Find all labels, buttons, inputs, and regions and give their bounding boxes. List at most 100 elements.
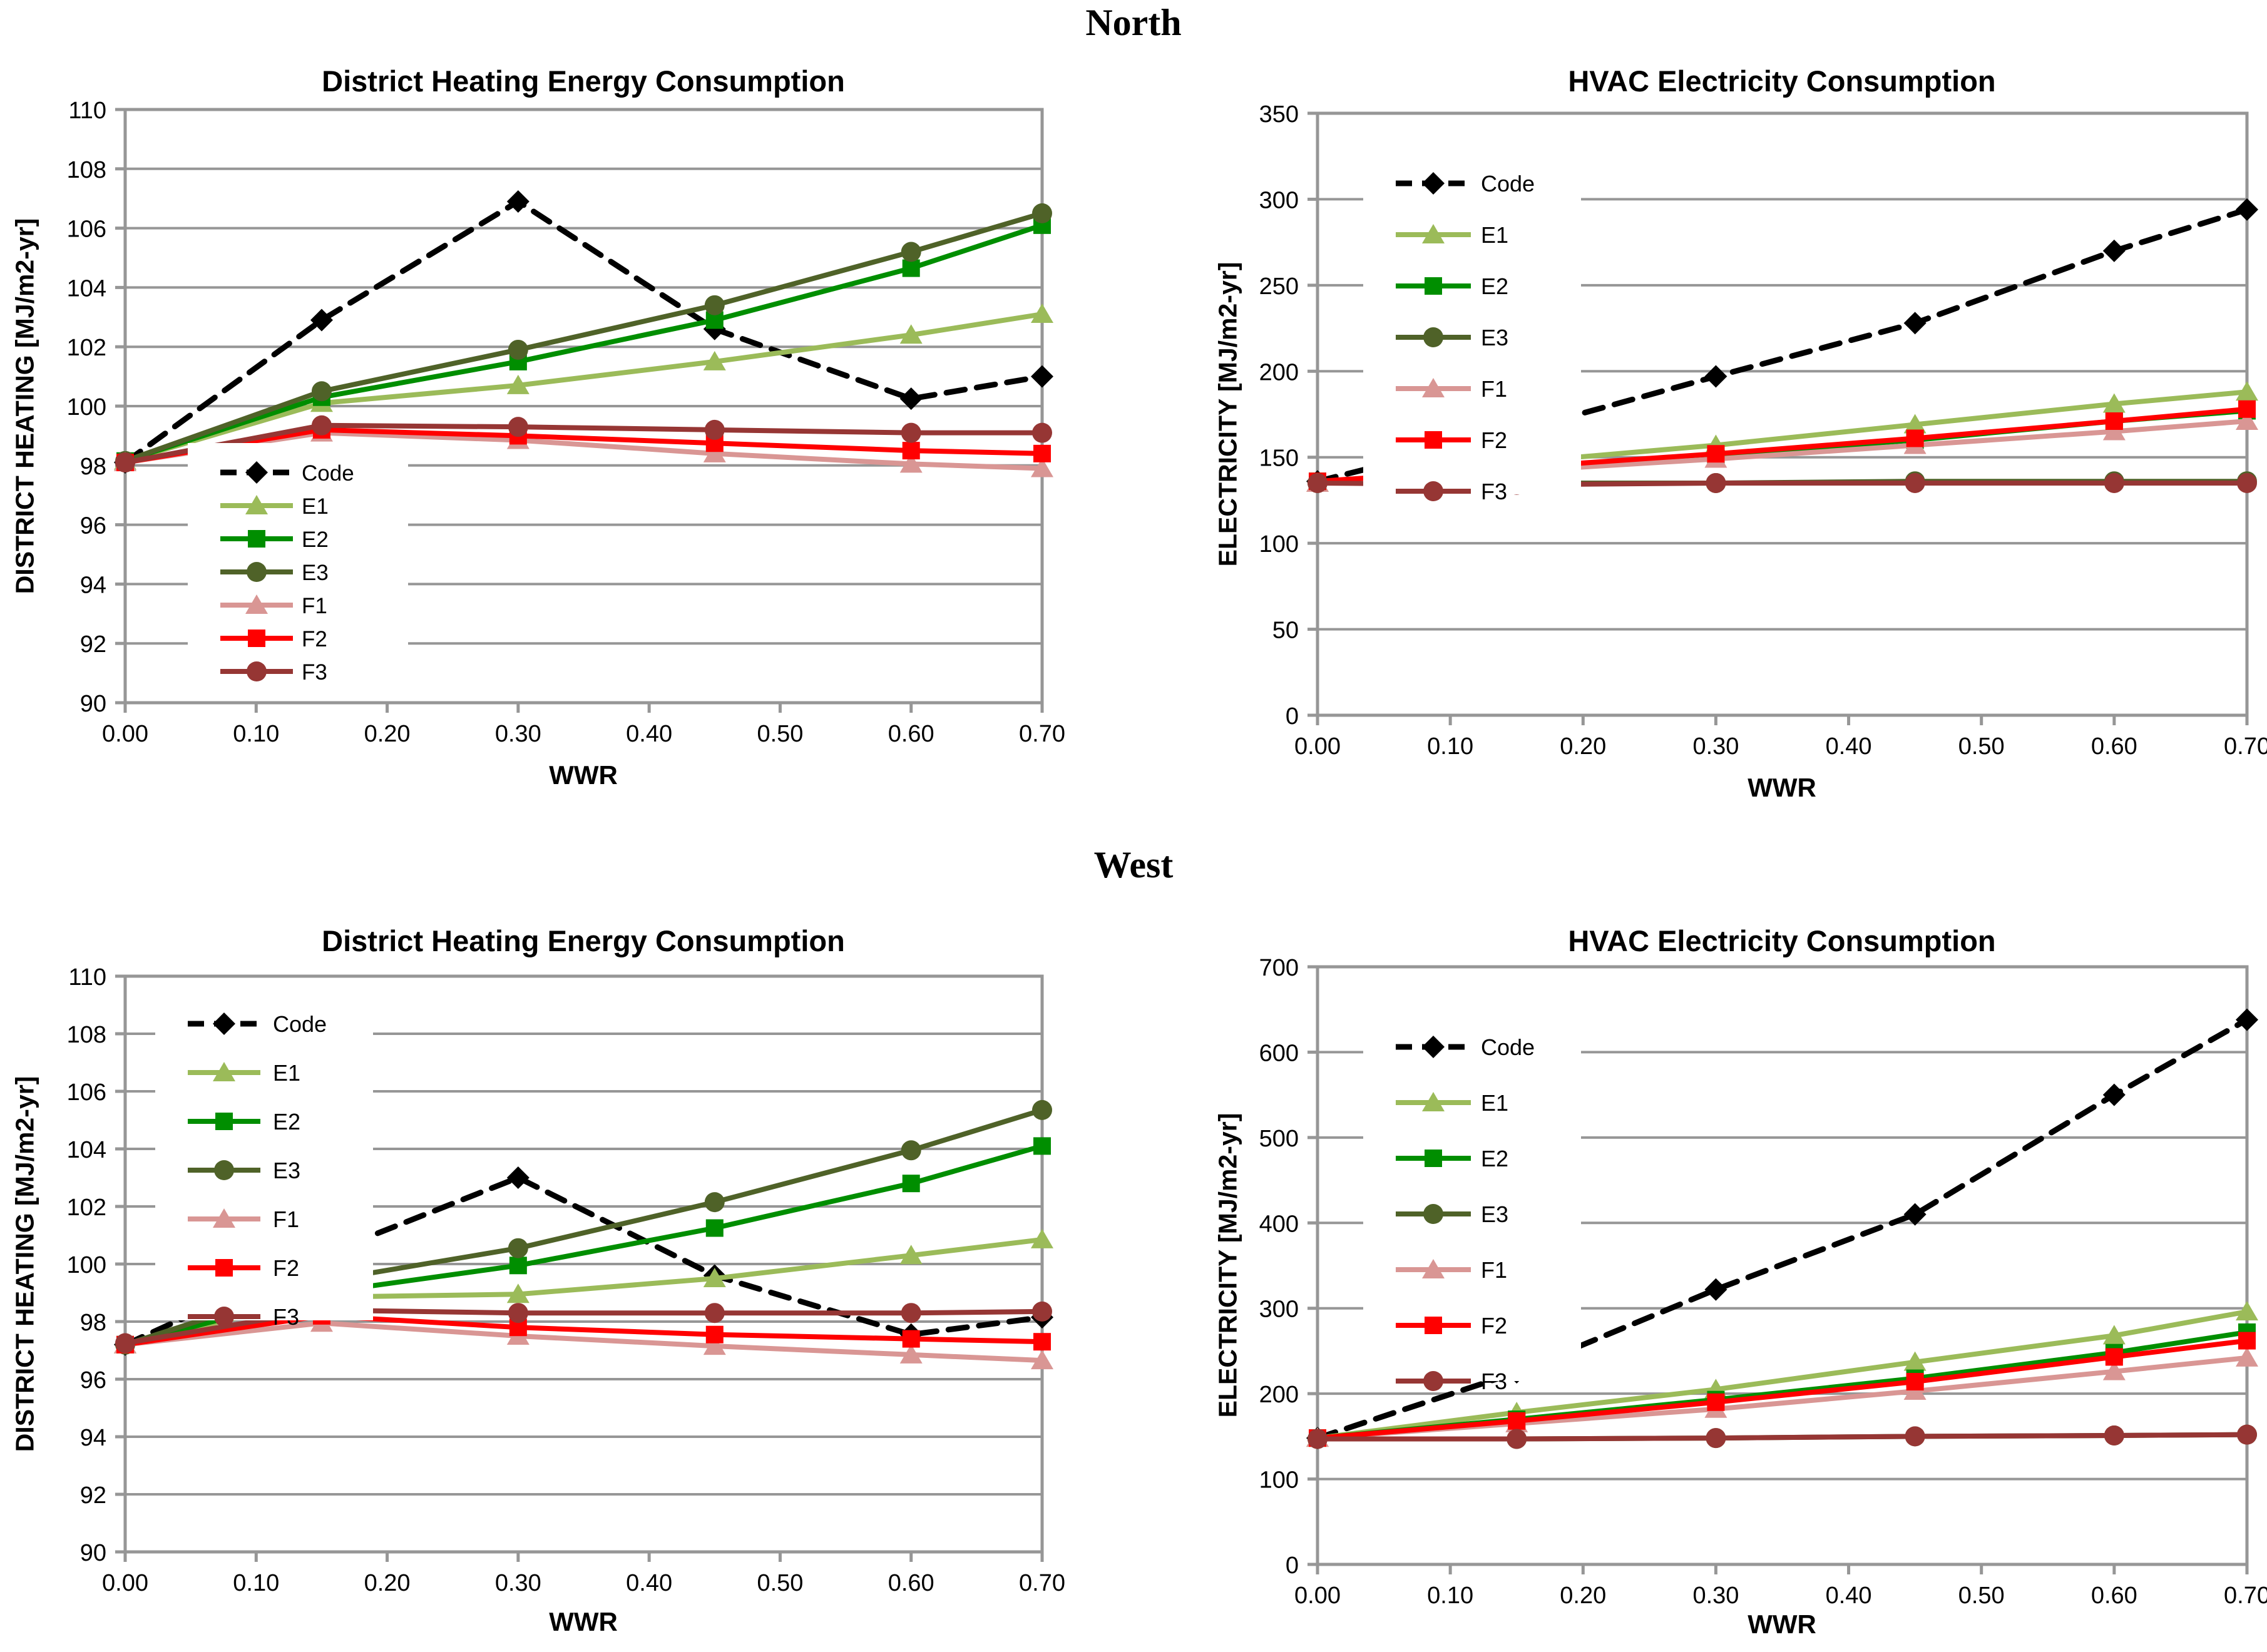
legend-marker-E1 [1422,1092,1445,1111]
series-marker-F1 [703,1335,726,1355]
chart-title: HVAC Electricity Consumption [1568,924,1996,957]
y-tick-label: 96 [80,513,106,539]
series-marker-E2 [1033,1137,1051,1155]
y-tick-label: 90 [80,691,106,717]
legend-label-F2: F2 [273,1255,299,1281]
y-tick-label: 200 [1259,359,1299,385]
series-marker-F2 [1033,1333,1051,1351]
series-marker-F2 [1906,1373,1924,1391]
chart-title: HVAC Electricity Consumption [1568,64,1996,98]
x-axis-label: WWR [549,1607,618,1636]
legend-marker-F1 [213,1208,235,1228]
series-marker-F1 [2236,410,2258,430]
y-tick-label: 100 [67,1252,106,1278]
x-tick-label: 0.60 [2091,1583,2137,1609]
series-marker-F3 [1706,1428,1726,1449]
chart-north-hvac-electricity: HVAC Electricity Consumption ELECTRICITY… [1189,50,2267,864]
series-marker-E3 [1032,1099,1052,1120]
series-marker-Code [1031,365,1053,388]
y-tick-label: 104 [67,1137,106,1163]
legend-marker-F2 [1425,431,1442,449]
series-marker-F3 [704,1303,725,1323]
series-marker-F3 [1905,1426,1925,1447]
legend-label-F2: F2 [1481,427,1507,453]
series-marker-F3 [1905,472,1925,493]
y-tick-label: 98 [80,1310,106,1336]
legend-label-E3: E3 [1481,1201,1508,1227]
y-tick-label: 90 [80,1540,106,1566]
series-marker-F3 [1507,1429,1527,1449]
legend-marker-F3 [1423,1371,1443,1391]
series-marker-F3 [1706,472,1726,493]
legend-marker-E1 [1422,224,1445,243]
series-marker-F2 [1906,429,1924,447]
legend-box [188,443,408,688]
legend-marker-E2 [1425,277,1442,295]
chart-north-district-heating: District Heating Energy Consumption DIST… [0,50,1133,864]
series-marker-Code [1704,365,1727,388]
series-line-E1 [1315,1309,2249,1441]
y-tick-label: 98 [80,454,106,480]
series-marker-E1 [1031,1228,1053,1248]
legend-marker-F3 [214,1307,234,1327]
series-marker-E1 [899,1245,923,1265]
legend-label-E3: E3 [273,1158,300,1183]
legend-marker-F2 [215,1259,233,1277]
y-tick-label: 108 [67,1022,106,1048]
legend-marker-F2 [1425,1317,1442,1334]
legend-box [1363,1011,1581,1381]
y-tick-label: 500 [1259,1126,1299,1152]
plot-frame [1316,965,2249,1566]
x-tick-label: 0.40 [626,1570,672,1596]
series-marker-Code [2236,1008,2258,1031]
x-tick-label: 0.00 [102,721,148,747]
x-tick-label: 0.60 [888,1570,934,1596]
legend-marker-E2 [248,530,265,548]
series-marker-F2 [2238,1332,2256,1350]
y-tick-label: 350 [1259,101,1299,128]
series-marker-F3 [1307,472,1328,493]
legend-label-F1: F1 [273,1206,299,1232]
y-tick-label: 100 [1259,531,1299,558]
series-marker-F1 [703,442,726,462]
x-tick-label: 0.60 [888,721,934,747]
legend-box [155,990,373,1320]
legend-label-F1: F1 [302,594,327,618]
x-tick-label: 0.20 [1560,1583,1606,1609]
legend-label-F2: F2 [302,627,327,651]
plot-area-north-hvac-electricity: 0 50 100 150 200 250 300 350 0.00 0.10 0.20 0.30 0.4… [1259,101,2267,760]
legend-label-E3: E3 [1481,325,1508,350]
legend-label-E1: E1 [1481,222,1508,248]
chart-title: District Heating Energy Consumption [322,64,845,98]
series-marker-E1 [506,374,530,394]
series-marker-E3 [1032,203,1052,223]
x-tick-label: 0.70 [2224,733,2267,760]
legend-label-E1: E1 [1481,1090,1508,1116]
x-tick-label: 0.20 [364,721,411,747]
chart-west-district-heating: District Heating Energy Consumption DIST… [0,901,1133,1652]
series-marker-F2 [705,1325,724,1344]
legend-marker-E3 [1423,1204,1443,1224]
series-marker-F1 [2102,1360,2126,1380]
legend-label-F2: F2 [1481,1313,1507,1338]
series-line-Code [1314,1017,2250,1441]
y-tick-label: 92 [80,1482,106,1509]
x-tick-label: 0.30 [495,721,541,747]
series-line-F2 [1315,1338,2249,1441]
x-tick-label: 0.20 [364,1570,411,1596]
y-tick-label: 102 [67,335,106,361]
y-tick-label: 108 [67,157,106,183]
series-marker-F1 [1031,1350,1053,1370]
series-marker-E1 [2102,1325,2126,1345]
legend-marker-F1 [245,594,268,614]
series-marker-E3 [508,339,528,360]
series-marker-F1 [899,1344,923,1364]
legend-label-F1: F1 [1481,376,1507,402]
x-tick-label: 0.20 [1560,733,1606,760]
series-marker-Code [2102,239,2126,262]
series-line-E2 [123,222,1045,464]
legend-label-Code: Code [1481,171,1535,196]
series-marker-F3 [901,422,921,443]
series-marker-E2 [705,1219,724,1237]
